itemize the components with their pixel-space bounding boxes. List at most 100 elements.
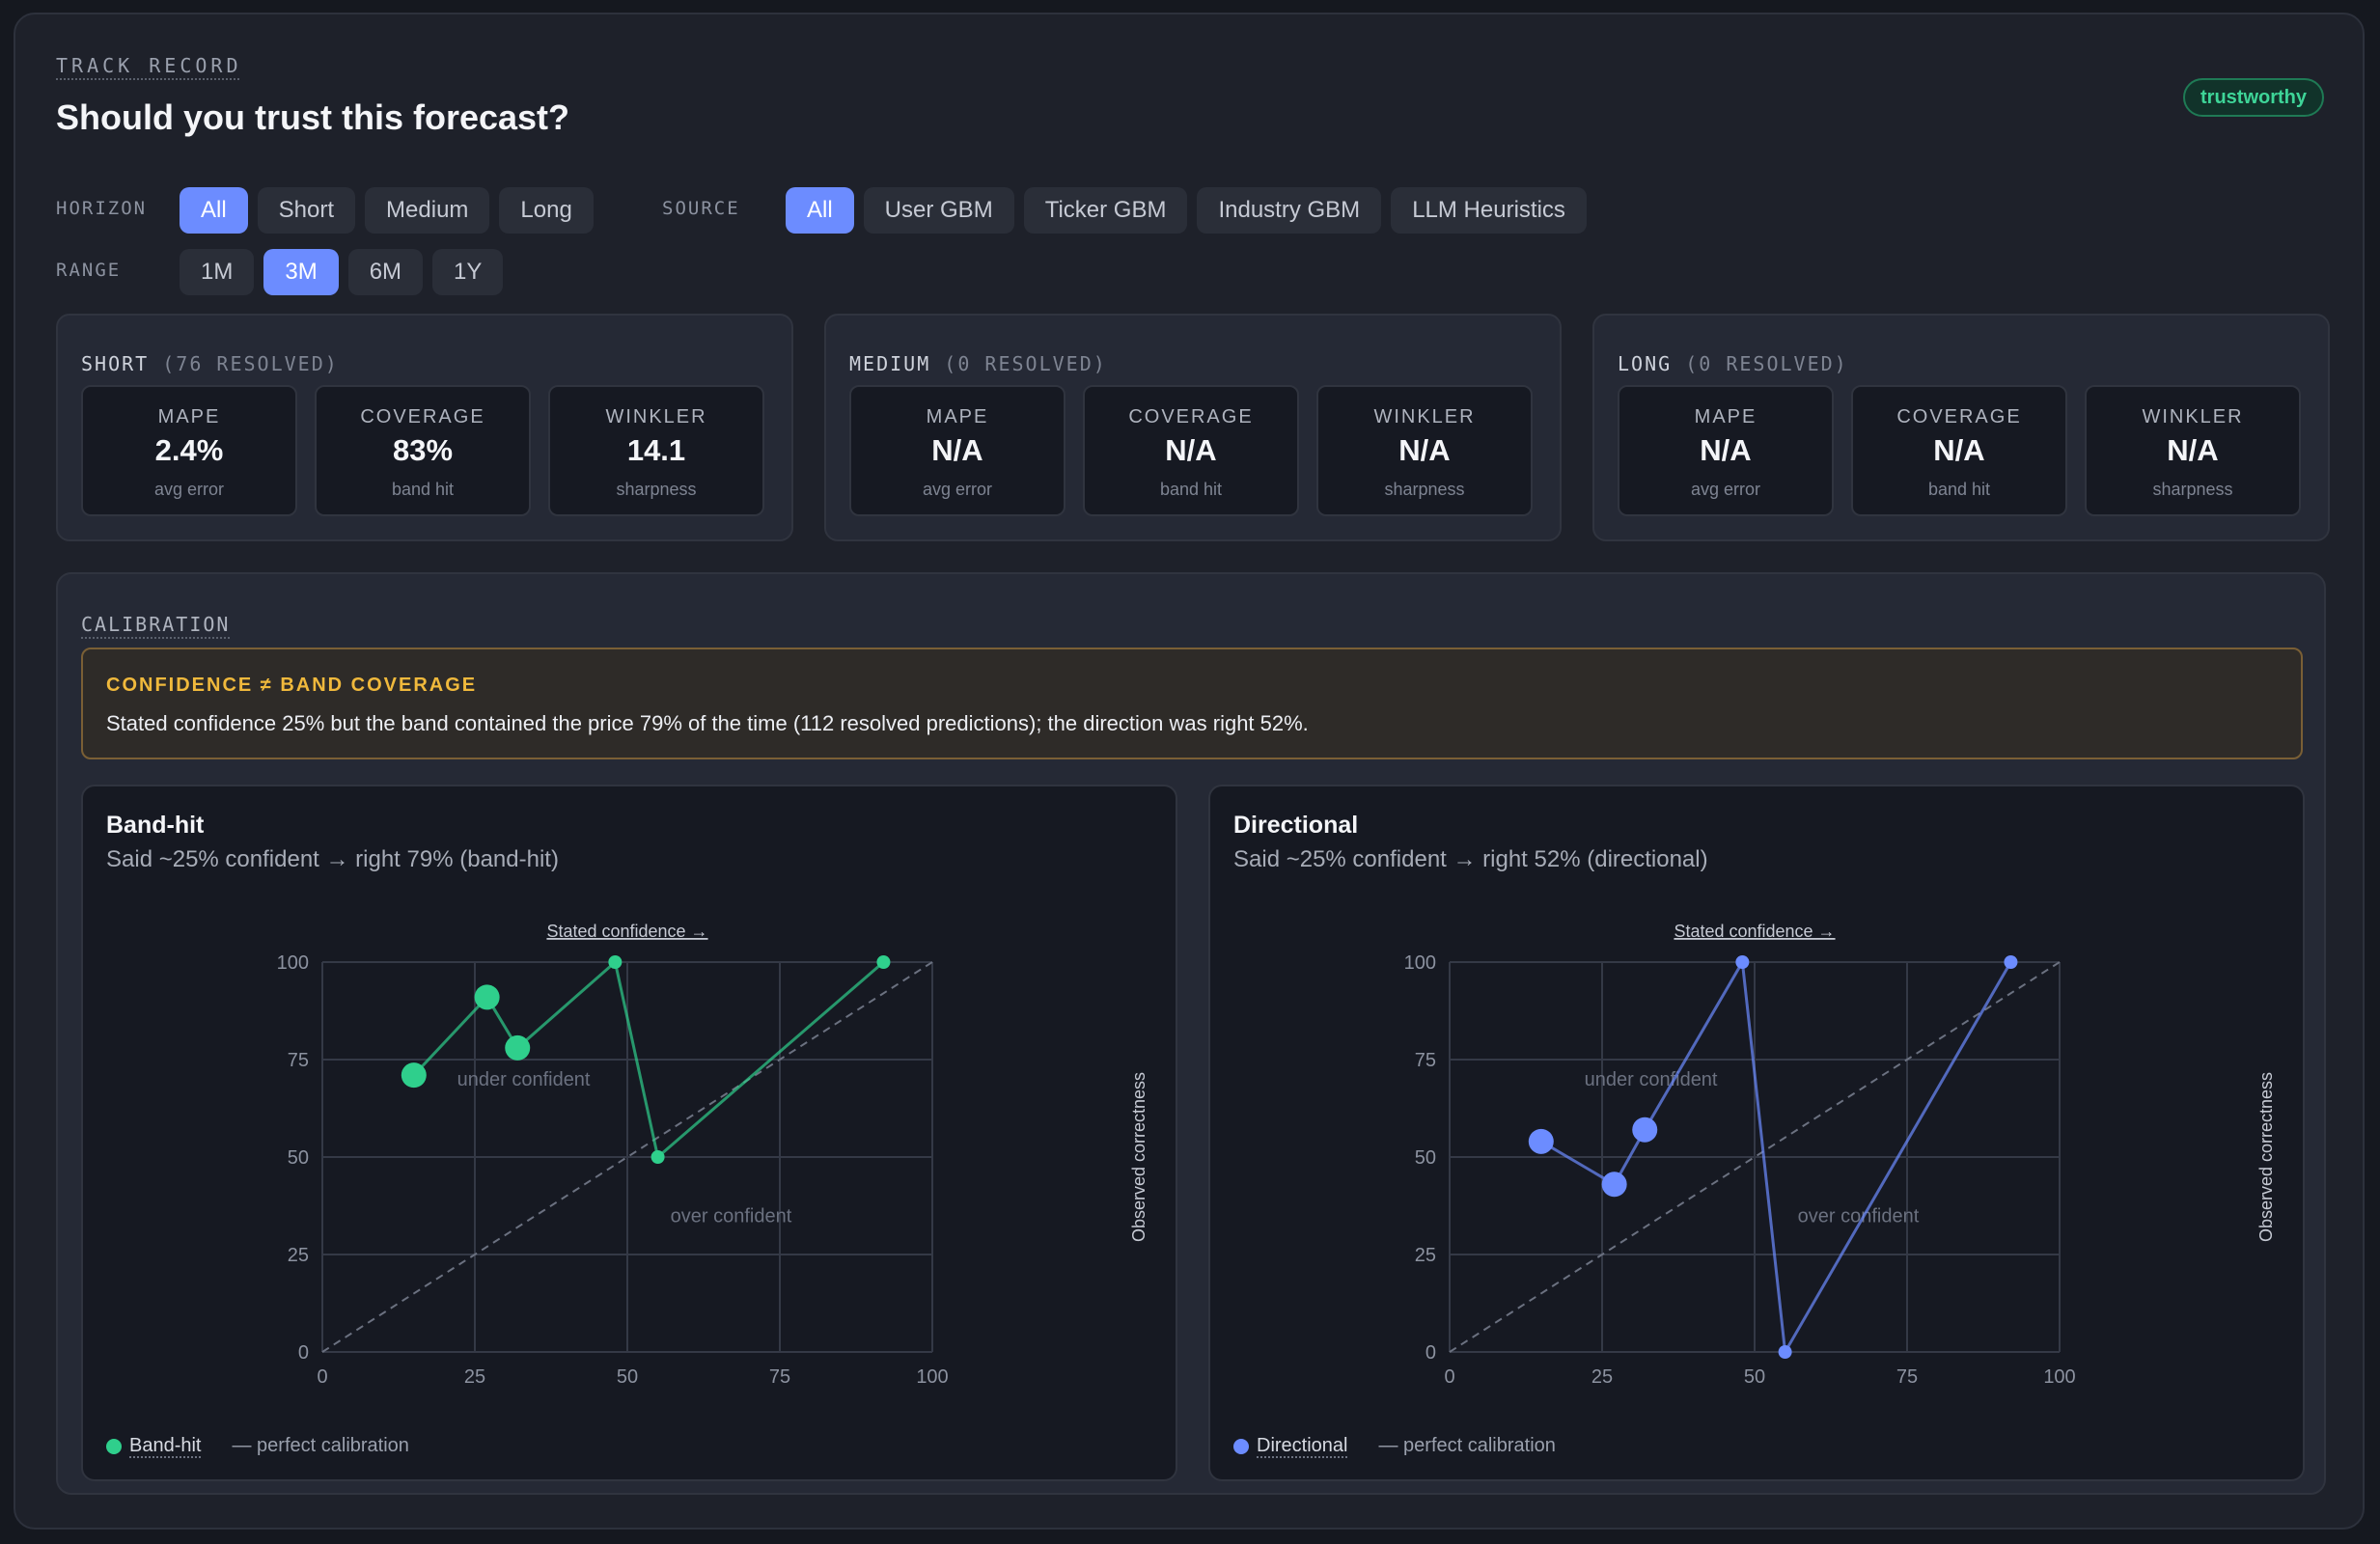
legend-series-label[interactable]: Band-hit <box>129 1435 202 1456</box>
horizon-name: LONG <box>1618 352 1673 375</box>
y-axis-label: Observed correctness <box>1129 1072 1148 1242</box>
metric-note: sharpness <box>2152 480 2233 499</box>
metric-mape: MAPE N/A avg error <box>1618 385 1834 516</box>
source-option-user-gbm[interactable]: User GBM <box>863 187 1014 234</box>
metric-label: WINKLER <box>605 406 707 427</box>
horizon-filter-label: HORIZON <box>56 198 148 219</box>
metric-value: N/A <box>1398 433 1451 467</box>
metric-winkler: WINKLER N/A sharpness <box>1316 385 1533 516</box>
horizon-card-title: MEDIUM (0 RESOLVED) <box>849 352 1107 375</box>
over-confident-annotation: over confident <box>671 1206 792 1227</box>
metric-note: avg error <box>153 480 225 499</box>
metric-mape: MAPE 2.4% avg error <box>81 385 297 516</box>
data-point <box>1735 955 1750 969</box>
y-tick-label: 0 <box>1425 1342 1436 1364</box>
horizon-name: MEDIUM <box>849 352 931 375</box>
metric-label: WINKLER <box>2142 406 2244 427</box>
x-tick-label: 100 <box>916 1366 948 1388</box>
metric-value: 14.1 <box>626 433 686 467</box>
metric-mape: MAPE N/A avg error <box>849 385 1065 516</box>
y-axis-label: Observed correctness <box>2256 1072 2276 1242</box>
status-badge: trustworthy <box>2183 78 2324 117</box>
data-point <box>1632 1117 1658 1143</box>
data-point <box>876 955 891 969</box>
data-point <box>401 1062 427 1089</box>
calibration-title: CALIBRATION <box>81 613 231 636</box>
horizon-option-medium[interactable]: Medium <box>365 187 490 234</box>
data-point <box>650 1150 665 1164</box>
x-tick-label: 75 <box>1896 1366 1918 1388</box>
source-option-llm-heuristics[interactable]: LLM Heuristics <box>1391 187 1587 234</box>
source-option-ticker-gbm[interactable]: Ticker GBM <box>1023 187 1188 234</box>
data-point <box>2004 955 2018 969</box>
metric-note: sharpness <box>616 480 697 499</box>
horizon-card-title: LONG (0 RESOLVED) <box>1618 352 1848 375</box>
horizon-card-long: LONG (0 RESOLVED) MAPE N/A avg error COVERAG… <box>1592 314 2330 541</box>
source-filter-label: SOURCE <box>662 198 740 219</box>
metric-value: N/A <box>1933 433 1985 467</box>
range-option-1m[interactable]: 1M <box>180 249 255 295</box>
metric-coverage: COVERAGE N/A band hit <box>1083 385 1299 516</box>
horizon-option-all[interactable]: All <box>180 187 248 234</box>
chart-title: Band-hit <box>106 812 205 839</box>
y-tick-label: 25 <box>1415 1245 1436 1266</box>
metric-value: N/A <box>931 433 983 467</box>
x-tick-label: 100 <box>2043 1366 2075 1388</box>
metric-value: N/A <box>1165 433 1217 467</box>
range-option-3m[interactable]: 3M <box>263 249 339 295</box>
warning-title: CONFIDENCE ≠ BAND COVERAGE <box>106 675 478 696</box>
resolved-count: (0 RESOLVED) <box>1685 352 1848 375</box>
chart-legend: Band-hit — perfect calibration <box>106 1435 409 1457</box>
metric-label: COVERAGE <box>1128 406 1254 427</box>
horizon-option-short[interactable]: Short <box>257 187 356 234</box>
legend-series-label[interactable]: Directional <box>1257 1435 1348 1456</box>
metric-winkler: WINKLER N/A sharpness <box>2085 385 2301 516</box>
track-record-panel: TRACK RECORD Should you trust this forec… <box>14 13 2365 1530</box>
legend-swatch <box>1233 1438 1249 1454</box>
y-tick-label: 0 <box>298 1342 309 1364</box>
y-tick-label: 50 <box>288 1147 309 1169</box>
chart-legend: Directional — perfect calibration <box>1233 1435 1556 1457</box>
metric-note: band hit <box>1927 480 1991 499</box>
source-filter: All User GBM Ticker GBM Industry GBM LLM Heu… <box>786 187 1587 234</box>
metric-label: MAPE <box>157 406 221 427</box>
calibration-chart-svg: 00 25 25 50 50 75 75 100 100 under confident over … <box>277 922 1148 1388</box>
source-option-industry-gbm[interactable]: Industry GBM <box>1197 187 1382 234</box>
metric-label: MAPE <box>926 406 989 427</box>
metric-value: 2.4% <box>154 433 224 467</box>
legend-reference-label: — perfect calibration <box>232 1435 409 1456</box>
range-option-1y[interactable]: 1Y <box>432 249 504 295</box>
data-point <box>505 1034 531 1061</box>
range-option-6m[interactable]: 6M <box>347 249 424 295</box>
x-tick-label: 50 <box>1744 1366 1765 1388</box>
y-tick-label: 100 <box>1404 952 1436 974</box>
data-point <box>1601 1172 1627 1198</box>
horizon-option-long[interactable]: Long <box>499 187 594 234</box>
resolved-count: (0 RESOLVED) <box>944 352 1107 375</box>
under-confident-annotation: under confident <box>1585 1069 1718 1090</box>
data-point <box>1528 1128 1554 1154</box>
metric-note: avg error <box>922 480 993 499</box>
resolved-count: (76 RESOLVED) <box>162 352 339 375</box>
x-tick-label: 0 <box>317 1366 327 1388</box>
metric-label: WINKLER <box>1373 406 1476 427</box>
horizon-card-short: SHORT (76 RESOLVED) MAPE 2.4% avg error COVE… <box>56 314 793 541</box>
source-option-all[interactable]: All <box>786 187 854 234</box>
y-tick-label: 25 <box>288 1245 309 1266</box>
y-tick-label: 50 <box>1415 1147 1436 1169</box>
metric-note: sharpness <box>1384 480 1465 499</box>
range-filter-label: RANGE <box>56 260 122 281</box>
chart-subtitle: Said ~25% confident → right 79% (band-hi… <box>106 846 559 872</box>
x-tick-label: 0 <box>1444 1366 1454 1388</box>
data-point <box>1778 1345 1792 1359</box>
data-point <box>608 955 623 969</box>
chart-title: Directional <box>1233 812 1359 839</box>
metric-note: band hit <box>1159 480 1223 499</box>
range-filter: 1M 3M 6M 1Y <box>180 249 504 295</box>
horizon-name: SHORT <box>81 352 150 375</box>
under-confident-annotation: under confident <box>457 1069 591 1090</box>
metric-coverage: COVERAGE 83% band hit <box>315 385 531 516</box>
x-tick-label: 75 <box>769 1366 790 1388</box>
x-tick-label: 25 <box>1591 1366 1613 1388</box>
calibration-section: CALIBRATION CONFIDENCE ≠ BAND COVERAGE S… <box>56 572 2326 1495</box>
